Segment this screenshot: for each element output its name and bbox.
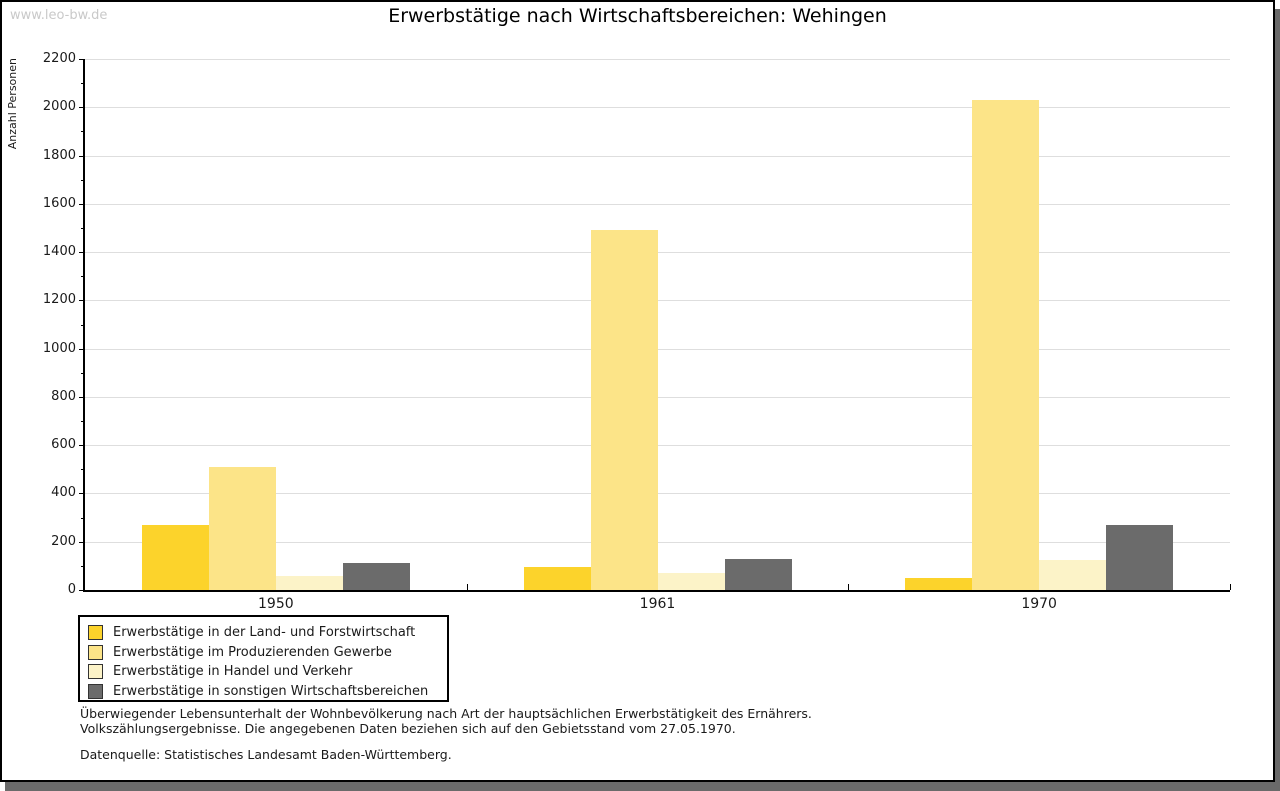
x-tick-3 [1230,584,1231,590]
legend-label: Erwerbstätige in der Land- und Forstwirt… [113,625,416,641]
footnote-line-1: Überwiegender Lebensunterhalt der Wohnbe… [80,706,812,721]
y-tick-2000 [79,107,85,109]
bar-1950-series-4 [342,563,410,590]
y-tick-600 [79,445,85,447]
gridline-1400 [85,252,1230,254]
legend-label: Erwerbstätige in Handel und Verkehr [113,664,353,680]
x-tick-label-1970: 1970 [1021,596,1057,612]
legend-swatch-icon [88,625,103,641]
x-axis-line [85,590,1230,592]
gridline-2200 [85,59,1230,60]
gridline-800 [85,396,1230,398]
x-tick-2 [848,584,850,590]
y-tick-label-1000: 1000 [42,340,76,356]
y-tick-label-1800: 1800 [42,147,76,163]
gridline-1200 [85,300,1230,302]
y-tick-label-200: 200 [51,533,76,549]
bar-1950-series-1 [141,524,209,590]
y-tick-800 [79,396,85,398]
y-tick-label-600: 600 [51,437,76,453]
gridline-1000 [85,348,1230,350]
legend-item-1: Erwerbstätige in der Land- und Forstwirt… [88,623,439,643]
x-tick-1 [466,584,468,590]
y-tick-label-0: 0 [67,582,76,597]
gridline-2000 [85,107,1230,109]
footnote-line-2: Volkszählungsergebnisse. Die angegebenen… [80,720,736,736]
y-tick-label-400: 400 [51,485,76,501]
bar-1961-series-4 [724,558,792,590]
y-tick-label-2200: 2200 [42,51,76,66]
bar-1950-series-3 [275,575,343,590]
bar-1961-series-3 [657,573,725,590]
bar-1970-series-1 [905,577,973,590]
bar-1961-series-1 [523,567,591,590]
y-axis-line [83,59,85,592]
legend-swatch-icon [88,644,103,660]
y-tick-label-1400: 1400 [42,244,76,260]
gridline-1600 [85,203,1230,205]
bar-1970-series-2 [972,100,1040,590]
legend-label: Erwerbstätige in sonstigen Wirtschaftsbe… [113,683,429,699]
legend-item-4: Erwerbstätige in sonstigen Wirtschaftsbe… [88,682,439,702]
bar-1970-series-4 [1106,524,1174,590]
plot-area: 0 200 400 600 800 1000 1200 1400 1600 1800 2000 220… [2,2,1273,780]
legend-box: Erwerbstätige in der Land- und Forstwirt… [78,615,449,702]
watermark-leo-bw: www.leo-bw.de [10,8,108,23]
footnote-source: Datenquelle: Statistisches Landesamt Bad… [80,747,452,762]
y-tick-200 [79,541,85,543]
legend-item-2: Erwerbstätige im Produzierenden Gewerbe [88,643,439,663]
bar-1950-series-2 [208,466,276,590]
gridline-400 [85,493,1230,495]
bar-1970-series-3 [1039,559,1107,590]
y-tick-label-2000: 2000 [42,99,76,115]
legend-label: Erwerbstätige im Produzierenden Gewerbe [113,644,392,660]
footnotes: Überwiegender Lebensunterhalt der Wohnbe… [80,706,812,763]
y-tick-label-1600: 1600 [42,195,76,211]
gridline-200 [85,541,1230,543]
y-tick-1600 [79,203,85,205]
legend-swatch-icon [88,664,103,680]
y-tick-1400 [79,252,85,254]
y-tick-2200 [79,59,85,60]
y-tick-0 [79,590,85,591]
chart-title: Erwerbstätige nach Wirtschaftsbereichen:… [388,5,887,27]
legend-swatch-icon [88,683,103,699]
y-tick-400 [79,493,85,495]
y-tick-1800 [79,155,85,157]
legend-item-3: Erwerbstätige in Handel und Verkehr [88,662,439,682]
y-tick-label-1200: 1200 [42,292,76,308]
x-tick-label-1961: 1961 [639,596,676,612]
x-tick-label-1950: 1950 [258,596,294,612]
bar-1961-series-2 [590,230,658,590]
y-tick-1000 [79,348,85,350]
gridline-600 [85,445,1230,447]
gridline-1800 [85,155,1230,157]
y-tick-1200 [79,300,85,302]
y-tick-label-800: 800 [51,388,76,404]
